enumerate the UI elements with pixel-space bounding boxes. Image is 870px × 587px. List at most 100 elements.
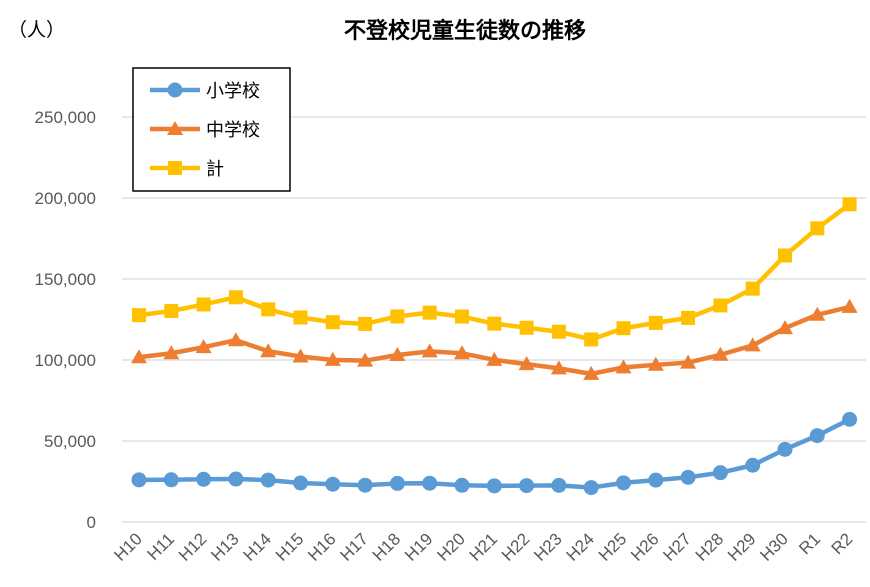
data-point [389,475,405,491]
series-line [138,417,851,490]
x-tick-label: H26 [627,529,662,564]
x-tick-label: H25 [595,529,630,564]
x-tick-label: H30 [756,529,791,564]
x-tick-label: H29 [724,529,759,564]
data-point [842,197,857,212]
data-point [583,365,600,380]
data-point [422,475,438,491]
data-point [421,343,438,358]
data-point [455,309,469,324]
data-point [551,324,566,339]
data-point [261,302,276,317]
data-point [809,428,825,444]
data-point [519,478,535,494]
data-point [583,480,599,496]
x-tick-label: H10 [110,529,145,564]
legend-label: 小学校 [206,81,260,102]
data-point [551,477,567,493]
data-point [195,339,212,354]
x-tick-label: H12 [175,529,210,564]
data-point [164,304,179,319]
x-tick-label: H24 [563,529,598,564]
data-point [454,345,470,360]
x-tick-label: H20 [433,529,468,564]
data-point [777,320,793,335]
data-point [841,298,858,313]
data-point [712,346,729,361]
x-tick-label: H17 [336,529,371,564]
series-1 [131,298,858,380]
data-point [778,248,792,263]
data-point [681,310,696,325]
series-2 [132,197,857,347]
data-point [744,337,761,352]
data-point [454,477,470,493]
x-tick-label: H13 [207,529,242,564]
data-point [487,316,502,331]
data-point [648,472,664,488]
data-point [324,351,341,366]
chart-title: 不登校児童生徒数の推移 [344,18,586,44]
x-tick-label: H28 [692,529,727,564]
data-point [196,297,211,312]
data-point [616,321,631,336]
data-point [713,298,728,313]
data-point [584,332,599,347]
y-tick-label: 200,000 [35,189,96,208]
x-tick-label: H18 [369,529,404,564]
legend-marker [167,121,183,135]
data-point [745,457,761,473]
x-tick-label: H21 [466,529,501,564]
unit-label: （人） [8,19,65,41]
x-tick-label: H27 [659,529,694,564]
data-point [810,221,825,236]
legend-label: 計 [206,159,224,180]
data-point [390,309,405,324]
data-point [615,359,632,374]
data-point [293,475,308,491]
data-point [745,281,760,296]
y-tick-label: 250,000 [35,108,96,127]
data-point [260,343,277,358]
data-point [196,471,212,487]
data-point [616,475,631,491]
x-tick-label: R2 [828,529,857,558]
data-point [325,315,340,330]
data-point [163,472,179,488]
data-point [292,348,309,363]
y-tick-label: 150,000 [35,270,96,289]
legend-marker [168,161,182,175]
x-tick-label: H22 [498,529,533,564]
data-point [550,360,567,375]
data-point [422,305,437,320]
data-point [486,478,502,494]
data-point [163,345,180,360]
data-point [712,465,728,481]
data-point [809,306,826,321]
data-point [777,441,793,457]
data-point [519,320,534,335]
data-point [227,332,244,347]
x-tick-label: R1 [795,529,824,558]
x-tick-label: H23 [530,529,565,564]
data-point [357,477,373,493]
x-tick-label: H15 [272,529,307,564]
y-tick-label: 100,000 [35,351,96,370]
x-tick-label: H19 [401,529,436,564]
series-0 [131,411,858,496]
y-tick-label: 0 [87,513,96,532]
data-point [131,349,147,364]
x-tick-label: H16 [304,529,339,564]
data-point [228,471,244,487]
data-point [260,472,276,488]
data-point [228,290,243,305]
data-point [680,354,697,369]
legend-label: 中学校 [206,120,260,141]
data-point [358,316,373,331]
data-point [131,472,147,488]
data-point [293,310,308,325]
legend-marker [167,82,183,98]
data-point [842,411,858,427]
